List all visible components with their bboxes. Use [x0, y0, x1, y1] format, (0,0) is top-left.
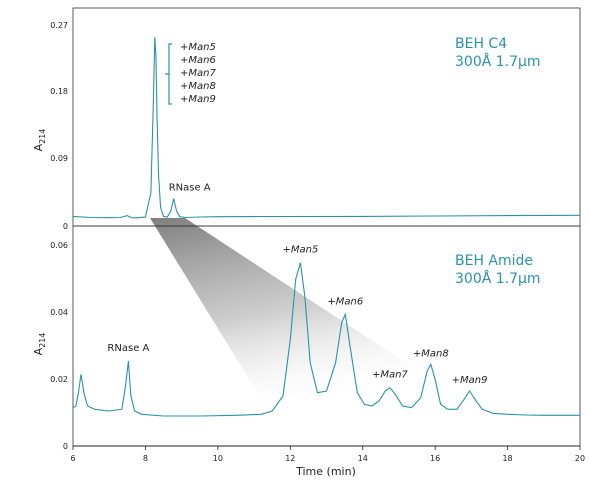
top-column-label-line1: BEH C4 [455, 36, 507, 52]
x-ticks: 6 8 10 12 14 16 18 20 [70, 446, 585, 463]
bottom-chromatogram-trace [72, 262, 580, 417]
glycoform-bracket [165, 43, 172, 105]
bottom-man9-label: +Man9 [452, 375, 488, 386]
zoom-wedge [150, 218, 478, 410]
bottom-ytick-label: 0.06 [50, 241, 68, 250]
top-y-axis-title: A214 [32, 129, 47, 152]
top-glycoform-label: +Man6 [180, 55, 216, 66]
bottom-man6-label: +Man6 [327, 296, 363, 307]
top-glycoform-label: +Man9 [180, 94, 216, 105]
bottom-man7-label: +Man7 [372, 370, 408, 381]
x-tick-label: 12 [285, 454, 295, 463]
x-tick-label: 14 [358, 454, 368, 463]
bottom-ytick-label: 0.04 [50, 308, 68, 317]
top-glycoform-label: +Man8 [180, 81, 216, 92]
top-ytick-label: 0.18 [50, 87, 68, 96]
x-tick-label: 18 [502, 454, 512, 463]
x-tick-label: 10 [213, 454, 223, 463]
x-tick-label: 6 [70, 454, 75, 463]
bottom-rnase-label: RNase A [107, 343, 149, 354]
top-glycoform-label: +Man5 [180, 42, 216, 53]
bottom-man8-label: +Man8 [413, 348, 449, 359]
x-tick-label: 16 [430, 454, 440, 463]
top-ytick-label: 0.09 [50, 154, 68, 163]
x-axis-title: Time (min) [295, 465, 356, 478]
bottom-man5-label: +Man5 [283, 245, 319, 256]
bottom-column-label-line1: BEH Amide [455, 253, 533, 269]
top-chromatogram-trace [72, 37, 581, 219]
bottom-column-label-line2: 300Å 1.7µm [455, 270, 541, 287]
x-tick-label: 8 [143, 454, 148, 463]
x-tick-label: 20 [575, 454, 585, 463]
bottom-ytick-label: 0.02 [50, 375, 68, 384]
bottom-y-axis-title: A214 [32, 333, 47, 356]
top-ytick-label: 0 [63, 222, 68, 231]
bottom-ytick-label: 0 [63, 442, 68, 451]
top-column-label-line2: 300Å 1.7µm [455, 53, 541, 70]
top-ytick-label: 0.27 [50, 21, 68, 30]
top-rnase-label: RNase A [169, 183, 211, 194]
top-glycoform-label: +Man7 [180, 68, 216, 79]
